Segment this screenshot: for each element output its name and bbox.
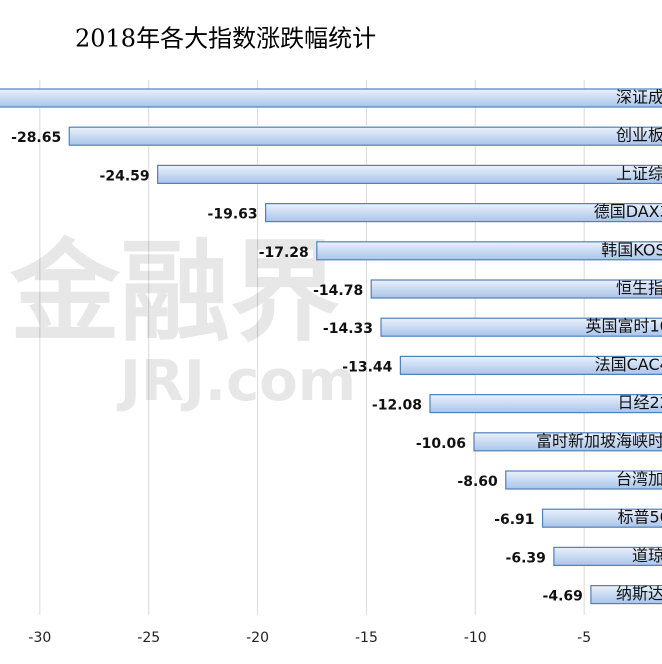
value-label: -4.69 <box>543 589 583 605</box>
value-label: -8.60 <box>457 474 498 490</box>
chart-title: 2018年各大指数涨跌幅统计 <box>75 25 376 53</box>
value-label: -14.78 <box>313 283 363 299</box>
category-label: 深证成指 <box>616 88 662 107</box>
category-label: 韩国KOSPI <box>601 240 662 259</box>
value-label: -14.33 <box>323 321 373 337</box>
x-tick-label: -30 <box>28 630 51 646</box>
bar <box>541 508 662 528</box>
value-label: -13.44 <box>342 359 392 375</box>
category-label: 道琼斯 <box>632 546 662 565</box>
value-label: -24.59 <box>100 168 150 184</box>
bar <box>157 164 662 184</box>
bar <box>590 584 662 605</box>
category-label: 上证综指 <box>616 164 662 183</box>
x-tick-label: -5 <box>577 630 591 646</box>
bar <box>68 126 662 146</box>
category-label: 台湾加权 <box>616 470 662 489</box>
bar <box>370 279 662 299</box>
value-label: -12.08 <box>372 398 422 414</box>
value-label: -19.63 <box>208 207 258 223</box>
category-label: 日经225 <box>617 393 662 412</box>
category-label: 恒生指数 <box>616 279 662 298</box>
watermark: 金融界 <box>9 228 340 356</box>
watermark: JRJ.com <box>116 349 356 414</box>
category-label: 德国DAX30 <box>594 202 662 221</box>
bar <box>429 394 662 414</box>
value-label: -6.39 <box>506 550 546 566</box>
bar <box>380 317 662 337</box>
bar <box>399 355 662 375</box>
value-label: -6.91 <box>494 512 534 528</box>
value-label: -17.28 <box>259 245 309 261</box>
bar <box>473 432 662 452</box>
category-label: 法国CAC40 <box>595 355 662 374</box>
value-label: -28.65 <box>11 130 61 146</box>
bar <box>505 470 662 490</box>
x-tick-label: -20 <box>246 630 269 646</box>
x-tick-label: -25 <box>137 630 160 646</box>
category-label: 标普500 <box>617 508 662 527</box>
value-label: -10.06 <box>416 436 466 452</box>
bar <box>265 203 662 223</box>
category-label: 纳斯达克 <box>616 584 662 603</box>
category-label: 富时新加坡海峡时报 <box>536 431 662 450</box>
category-label: 英国富时100 <box>585 317 662 336</box>
bar <box>0 88 662 108</box>
x-tick-label: -15 <box>355 630 378 646</box>
category-label: 创业板指 <box>616 126 662 145</box>
x-tick-label: -10 <box>464 630 487 646</box>
bar <box>553 546 662 567</box>
bar <box>316 241 662 261</box>
